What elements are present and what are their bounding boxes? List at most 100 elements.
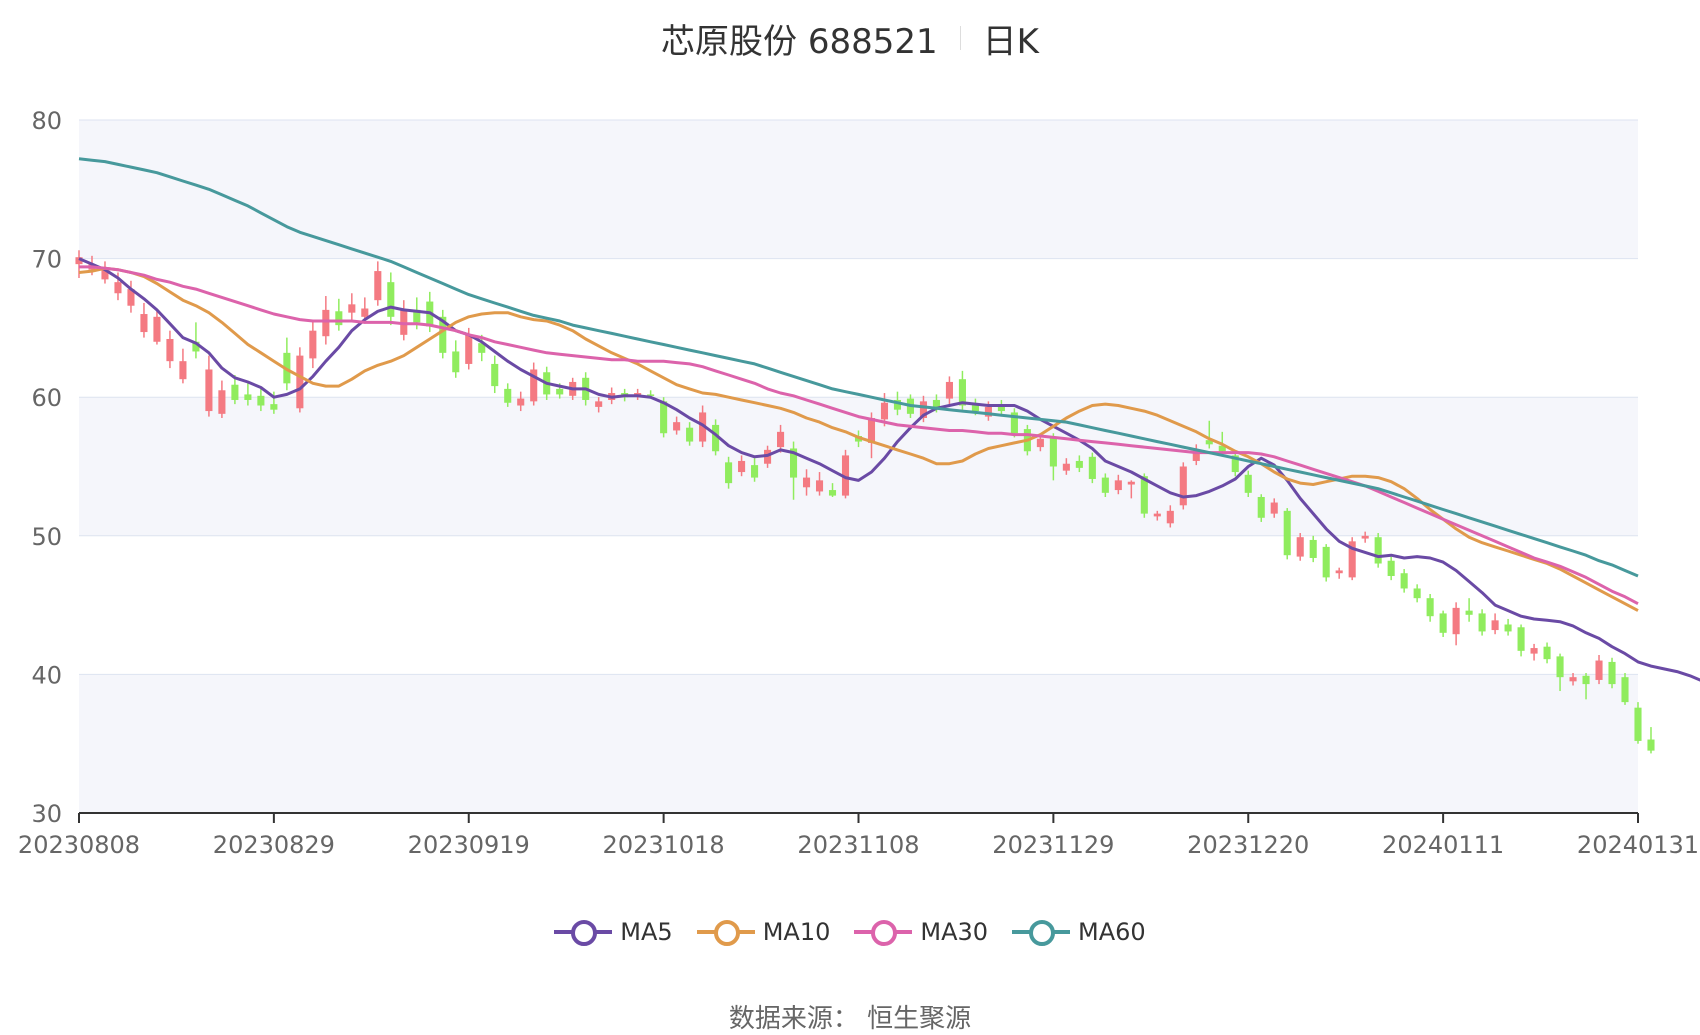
- candle: [153, 311, 161, 345]
- candle-body: [491, 363, 499, 387]
- y-tick-label: 60: [31, 384, 62, 412]
- candle-body: [867, 417, 876, 443]
- candle-body: [335, 311, 343, 326]
- candle-body: [1088, 456, 1096, 479]
- candle-body: [309, 330, 317, 359]
- candle-body: [1231, 455, 1239, 473]
- legend-item-ma30[interactable]: MA30: [854, 918, 988, 946]
- candle-body: [114, 282, 122, 294]
- candle-body: [166, 338, 174, 362]
- candle-body: [725, 462, 733, 484]
- candle-body: [75, 257, 83, 265]
- x-tick-label: 20230919: [408, 831, 530, 859]
- x-tick-label: 20230808: [18, 831, 140, 859]
- candle: [309, 320, 317, 369]
- candle: [387, 272, 395, 326]
- candle-body: [1595, 660, 1603, 680]
- candle-body: [1335, 570, 1343, 574]
- candle: [491, 355, 499, 394]
- candle-body: [828, 490, 837, 496]
- candle-body: [958, 379, 966, 406]
- candle-body: [517, 398, 525, 406]
- candle-body: [1010, 412, 1018, 434]
- candle: [1153, 510, 1161, 521]
- y-tick-label: 30: [31, 800, 62, 828]
- title-main: 芯原股份 688521: [661, 21, 938, 62]
- candle: [1608, 657, 1616, 689]
- legend-item-ma60[interactable]: MA60: [1012, 918, 1146, 946]
- candle: [1491, 613, 1499, 635]
- candle-body: [296, 355, 304, 409]
- candle: [777, 424, 785, 453]
- candle: [1556, 653, 1564, 692]
- candle: [244, 383, 252, 406]
- candle-body: [815, 480, 824, 492]
- candle: [1010, 408, 1018, 438]
- title-separator: [959, 26, 961, 50]
- candle: [1647, 727, 1655, 754]
- candle: [348, 293, 356, 320]
- candle-body: [997, 405, 1005, 412]
- candle: [1517, 624, 1525, 657]
- candle-body: [452, 351, 460, 373]
- legend-item-ma5[interactable]: MA5: [554, 918, 673, 946]
- candle: [1374, 533, 1382, 568]
- candle-body: [1257, 496, 1265, 518]
- candle: [517, 391, 525, 412]
- legend-label-ma60: MA60: [1078, 918, 1146, 946]
- x-tick-label: 20231108: [797, 831, 919, 859]
- candle: [1283, 508, 1291, 560]
- candle: [1192, 444, 1200, 466]
- candle: [725, 456, 733, 489]
- candle-body: [1374, 537, 1382, 564]
- candle-body: [270, 404, 278, 410]
- x-tick-label: 20240111: [1382, 831, 1504, 859]
- candle-body: [348, 304, 356, 313]
- candle: [1400, 569, 1408, 593]
- candle-body: [738, 460, 746, 473]
- candle-body: [777, 431, 785, 448]
- candle: [595, 397, 603, 413]
- candle-body: [1166, 510, 1174, 524]
- candle-body: [192, 341, 200, 352]
- candle: [179, 348, 187, 384]
- candle: [192, 322, 200, 359]
- ma5-marker-icon: [554, 918, 613, 946]
- candle: [1179, 462, 1187, 510]
- candle: [504, 383, 512, 407]
- candle-body: [984, 406, 992, 417]
- candle: [1478, 609, 1486, 636]
- candle-body: [413, 309, 421, 323]
- candle: [1127, 480, 1135, 499]
- candle: [205, 355, 213, 417]
- candle: [1101, 473, 1109, 497]
- candle-body: [1491, 620, 1499, 631]
- candle-body: [1439, 613, 1447, 633]
- candle: [1049, 433, 1057, 481]
- candle: [400, 300, 408, 341]
- candle-body: [1205, 440, 1213, 445]
- y-tick-label: 50: [31, 523, 62, 551]
- candle: [1348, 537, 1356, 581]
- candle-body: [1543, 646, 1551, 660]
- candle: [1595, 654, 1603, 685]
- candle: [1335, 567, 1343, 579]
- legend-item-ma10[interactable]: MA10: [696, 918, 830, 946]
- candle: [1166, 505, 1174, 528]
- candle: [1413, 584, 1421, 603]
- candle-body: [1114, 480, 1122, 491]
- candle: [374, 261, 382, 306]
- candle: [1582, 673, 1590, 700]
- plot-band: [79, 397, 1638, 536]
- candle-body: [1530, 648, 1538, 654]
- candle-body: [712, 424, 720, 452]
- candle: [1075, 455, 1083, 473]
- candle: [257, 388, 265, 412]
- candle: [1309, 535, 1317, 563]
- candle-body: [1504, 624, 1512, 632]
- candle-body: [1296, 537, 1304, 557]
- candle: [686, 422, 694, 446]
- candle-body: [647, 394, 655, 396]
- y-tick-label: 40: [31, 661, 62, 689]
